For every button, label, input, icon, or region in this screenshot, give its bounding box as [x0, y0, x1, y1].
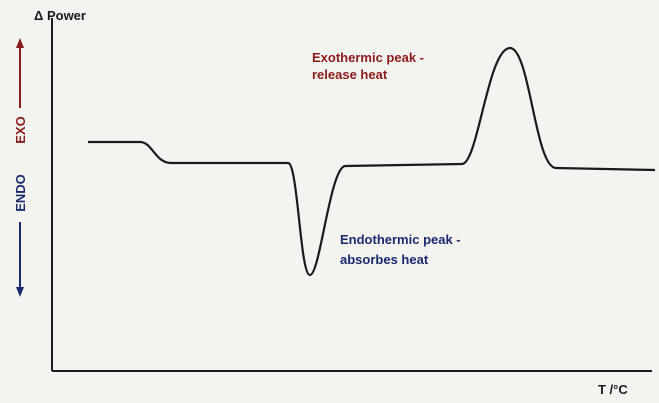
exothermic-annotation: Exothermic peak -	[312, 50, 424, 65]
exo-arrowhead	[16, 38, 24, 48]
exo-label: EXO	[13, 116, 28, 143]
y-axis-label: Δ Power	[34, 8, 86, 23]
endothermic-annotation: absorbes heat	[340, 252, 429, 267]
endothermic-annotation: Endothermic peak -	[340, 232, 461, 247]
endo-arrowhead	[16, 287, 24, 297]
endo-label: ENDO	[13, 174, 28, 212]
dsc-curve	[88, 46, 656, 277]
exothermic-annotation: release heat	[312, 67, 388, 82]
x-axis-label: T /°C	[598, 382, 628, 397]
